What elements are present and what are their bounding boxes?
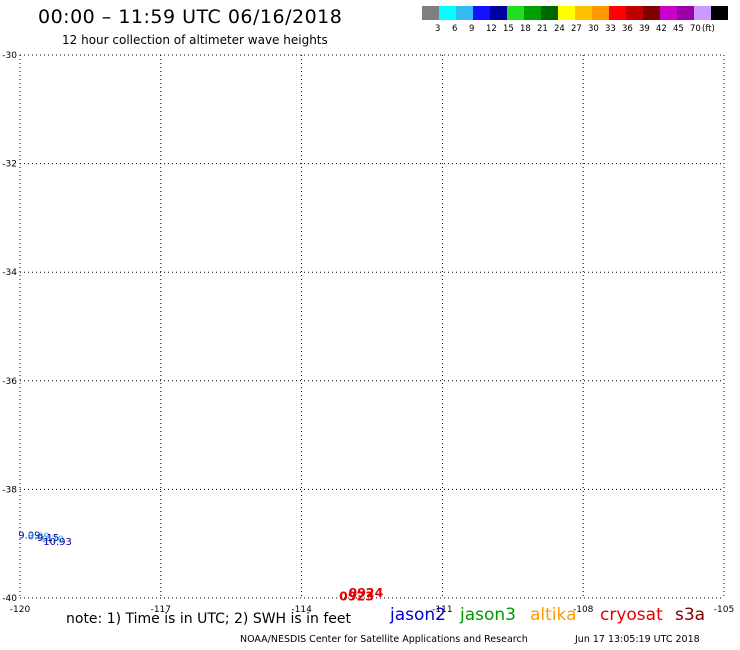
satellite-label-altika: altika — [530, 605, 577, 625]
color-scale-label: 9 — [469, 24, 475, 34]
color-scale-unit: (ft) — [702, 24, 715, 34]
color-swatch — [507, 6, 524, 20]
lon-tick-label: -114 — [291, 605, 312, 615]
wave-height-value: 9.15 — [37, 533, 59, 544]
satellite-label-jason3: jason3 — [460, 605, 516, 625]
color-swatch — [677, 6, 694, 20]
units-note: note: 1) Time is in UTC; 2) SWH is in fe… — [66, 611, 352, 627]
lat-tick-label: -38 — [2, 485, 17, 495]
pass-time-label: 0923 — [339, 589, 374, 604]
color-swatch — [609, 6, 626, 20]
map-subtitle: 12 hour collection of altimeter wave hei… — [62, 33, 328, 47]
lat-tick-label: -32 — [2, 160, 17, 170]
color-swatch — [660, 6, 677, 20]
satellite-label-cryosat: cryosat — [600, 605, 663, 625]
generated-timestamp: Jun 17 13:05:19 UTC 2018 — [575, 634, 700, 645]
lat-tick-label: -36 — [2, 377, 17, 387]
color-scale-label: 6 — [452, 24, 458, 34]
color-swatch — [626, 6, 643, 20]
color-swatch — [422, 6, 439, 20]
color-swatch — [524, 6, 541, 20]
color-scale-label: 36 — [622, 24, 633, 34]
color-swatch — [694, 6, 711, 20]
lat-tick-label: -34 — [2, 268, 17, 278]
color-swatch — [711, 6, 728, 20]
satellite-label-jason2: jason2 — [390, 605, 446, 625]
color-swatch — [558, 6, 575, 20]
color-swatch — [643, 6, 660, 20]
color-scale-label: 3 — [435, 24, 441, 34]
lon-tick-label: -111 — [432, 605, 452, 615]
lat-tick-label: -30 — [2, 51, 17, 61]
color-swatch — [456, 6, 473, 20]
wave-height-value: 10.93 — [43, 537, 72, 548]
color-scale-label: 15 — [503, 24, 514, 34]
color-scale-label: 70 — [690, 24, 701, 34]
lon-tick-label: -117 — [151, 605, 171, 615]
color-swatch — [541, 6, 558, 20]
wave-height-value: 9.09 — [18, 530, 40, 541]
color-scale-label: 30 — [588, 24, 599, 34]
color-scale-label: 33 — [605, 24, 616, 34]
color-swatch — [439, 6, 456, 20]
lat-tick-label: -40 — [2, 594, 17, 604]
lon-tick-label: -120 — [10, 605, 31, 615]
wave-height-value: 8.89 — [28, 531, 50, 542]
pass-time-label: 0924 — [349, 585, 384, 600]
color-scale-label: 45 — [673, 24, 684, 34]
color-swatch — [473, 6, 490, 20]
color-scale-label: 21 — [537, 24, 548, 34]
color-swatch — [490, 6, 507, 20]
color-swatch — [575, 6, 592, 20]
color-scale-label: 18 — [520, 24, 531, 34]
credit-line: NOAA/NESDIS Center for Satellite Applica… — [240, 634, 528, 645]
color-scale-label: 12 — [486, 24, 497, 34]
color-swatch — [592, 6, 609, 20]
color-scale-label: 39 — [639, 24, 650, 34]
color-scale-label: 24 — [554, 24, 565, 34]
color-scale-label: 42 — [656, 24, 667, 34]
lon-tick-label: -108 — [573, 605, 594, 615]
wave-height-value: 8.70 — [42, 535, 64, 546]
color-scale-label: 27 — [571, 24, 582, 34]
lon-tick-label: -105 — [714, 605, 734, 615]
satellite-label-s3a: s3a — [675, 605, 706, 625]
map-title: 00:00 – 11:59 UTC 06/16/2018 — [38, 6, 343, 28]
